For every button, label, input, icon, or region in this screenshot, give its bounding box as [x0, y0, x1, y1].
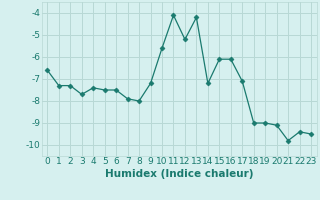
X-axis label: Humidex (Indice chaleur): Humidex (Indice chaleur) — [105, 169, 253, 179]
